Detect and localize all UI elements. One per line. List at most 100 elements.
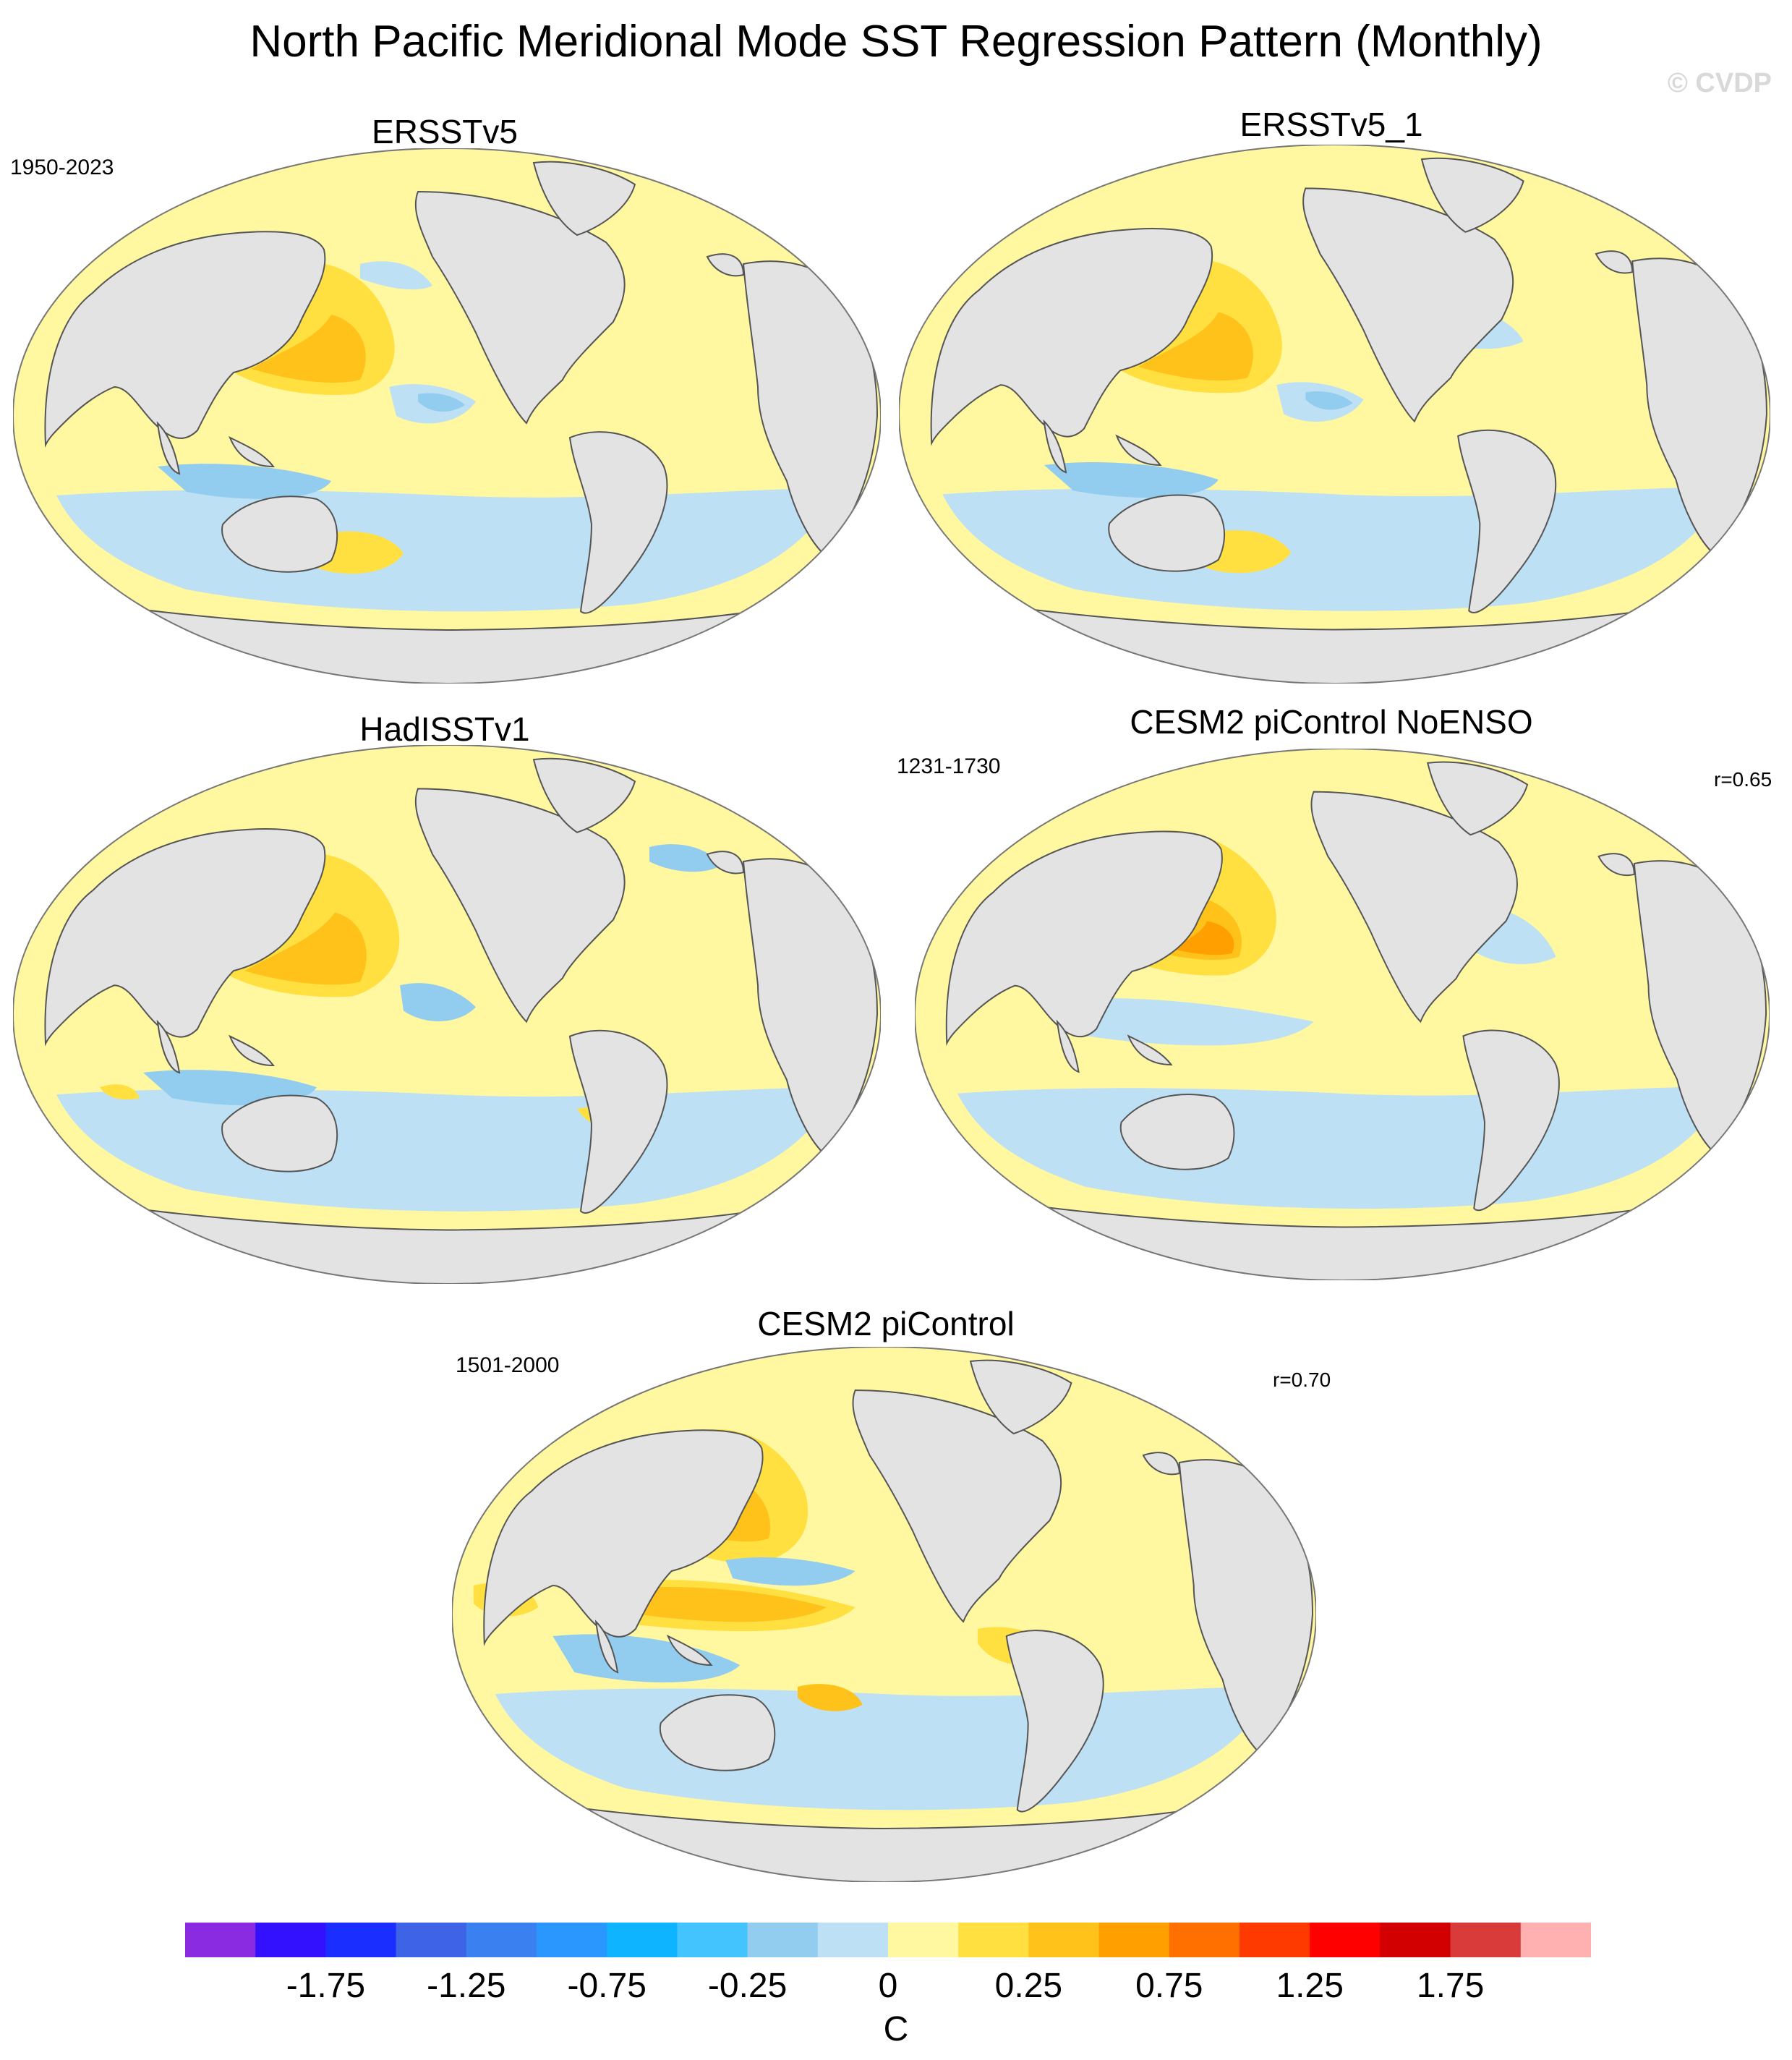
panel-title-ersstv5: ERSSTv5 [372, 113, 518, 150]
east-pacific-cool [725, 1557, 856, 1586]
panel-corr-cesm2: r=0.70 [1273, 1369, 1331, 1391]
panel-title-hadisstv1: HadISSTv1 [359, 710, 530, 748]
panel-title-ersstv5-1: ERSSTv5_1 [1240, 106, 1423, 143]
colorbar-tick-label: 0.25 [994, 1967, 1063, 2005]
world-map-svg [12, 148, 882, 684]
world-map-svg [451, 1346, 1317, 1883]
colorbar-swatch [1520, 1923, 1591, 1957]
landmass [945, 830, 1223, 1047]
landmass [1142, 1452, 1180, 1476]
landmass [1597, 853, 1635, 876]
landmass [1127, 1034, 1173, 1066]
landmass [969, 1359, 1072, 1435]
equatorial-warm-core [618, 1586, 827, 1622]
panel-title-cesm2-noenso: CESM2 piControl NoENSO [1130, 703, 1533, 741]
landmass [156, 1019, 181, 1074]
east-pacific-cool-core [1305, 391, 1353, 410]
landmass [1115, 434, 1162, 466]
panel-period-ersstv5: 1950-2023 [10, 156, 114, 179]
colorbar-swatch [607, 1923, 678, 1957]
landmass [1043, 419, 1067, 474]
landmass [1108, 494, 1226, 572]
world-map-svg [897, 144, 1772, 684]
colorbar-swatch [325, 1923, 397, 1957]
colorbar-tick-label: -0.75 [567, 1967, 647, 2005]
landmass [1462, 1029, 1560, 1212]
colorbar-swatch [185, 1923, 256, 1957]
colorbar-swatch [747, 1923, 819, 1957]
landmass [532, 757, 636, 833]
landmass [1595, 250, 1634, 274]
panel-title-cesm2: CESM2 piControl [757, 1305, 1015, 1342]
colorbar-tick-label: 0.75 [1135, 1967, 1203, 2005]
npmm-warm-core [1138, 312, 1253, 381]
landmass [1056, 1019, 1080, 1073]
colorbar-swatch [817, 1923, 889, 1957]
map-ersstv5-1 [897, 144, 1772, 687]
east-pacific-cool [400, 983, 476, 1021]
landmass [1005, 1630, 1104, 1813]
colorbar-units: C [883, 2010, 909, 2048]
npmm-warm-peak [1171, 921, 1234, 955]
landmass [1457, 429, 1557, 613]
colorbar-swatch [255, 1923, 326, 1957]
colorbar-tick-label: -1.75 [286, 1967, 366, 2005]
landmass [1426, 761, 1529, 836]
landmass [659, 1694, 776, 1771]
tropical-cool [1057, 997, 1314, 1046]
colorbar-swatch [537, 1923, 607, 1957]
colorbar-swatch [466, 1923, 537, 1957]
landmass [568, 1029, 668, 1214]
colorbar-swatch [958, 1923, 1029, 1957]
colorbar-swatch [888, 1923, 959, 1957]
south-pacific-cool-band [158, 464, 331, 499]
colorbar-swatch [1450, 1923, 1522, 1957]
colorbar-tick-label: -0.25 [707, 1967, 788, 2005]
labrador-cool [649, 844, 722, 872]
map-ersstv5 [12, 148, 882, 687]
landmass [1420, 157, 1524, 233]
landmass [156, 421, 181, 475]
south-pacific-cool-band [1044, 462, 1219, 498]
colorbar-swatch [1098, 1923, 1170, 1957]
landmass [666, 1634, 713, 1667]
map-cesm2-noenso [914, 748, 1770, 1284]
hudson-cool [360, 261, 432, 290]
landmass [414, 190, 626, 425]
landmass [532, 161, 636, 237]
panel-corr-cesm2-noenso: r=0.65 [1714, 768, 1772, 791]
colorbar-swatch [1380, 1923, 1451, 1957]
colorbar-swatch [1169, 1923, 1240, 1957]
landmass [44, 828, 326, 1047]
landmass [1119, 1094, 1235, 1170]
npmm-warm-core [244, 912, 367, 985]
colorbar-swatch [1310, 1923, 1381, 1957]
npmm-warm-core [252, 315, 366, 383]
landmass [414, 788, 626, 1023]
landmass [594, 1620, 619, 1674]
landmass [930, 228, 1213, 446]
east-pacific-cool-core [418, 393, 465, 412]
landmass [221, 495, 338, 573]
landmass [229, 1034, 276, 1066]
colorbar-swatch [396, 1923, 467, 1957]
figure-title: North Pacific Meridional Mode SST Regres… [249, 17, 1543, 67]
landmass [221, 1094, 338, 1172]
panel-period-cesm2-noenso: 1231-1730 [897, 754, 1001, 778]
indian-warm-spot [100, 1084, 140, 1100]
colorbar-swatch [1028, 1923, 1100, 1957]
landmass [483, 1429, 764, 1646]
colorbar-swatch [1240, 1923, 1310, 1957]
landmass [1302, 187, 1514, 423]
world-map-svg [12, 744, 882, 1285]
landmass [44, 231, 326, 448]
panel-period-cesm2: 1501-2000 [456, 1353, 560, 1377]
colorbar [185, 1923, 1591, 1957]
colorbar-tick-label: -1.25 [427, 1967, 506, 2005]
colorbar-tick-label: 1.25 [1276, 1967, 1344, 2005]
south-pacific-warm [798, 1684, 863, 1711]
map-cesm2 [451, 1346, 1317, 1886]
landmass [706, 851, 745, 874]
cvdp-watermark: © CVDP [1667, 68, 1772, 98]
map-hadisstv1 [12, 744, 882, 1288]
